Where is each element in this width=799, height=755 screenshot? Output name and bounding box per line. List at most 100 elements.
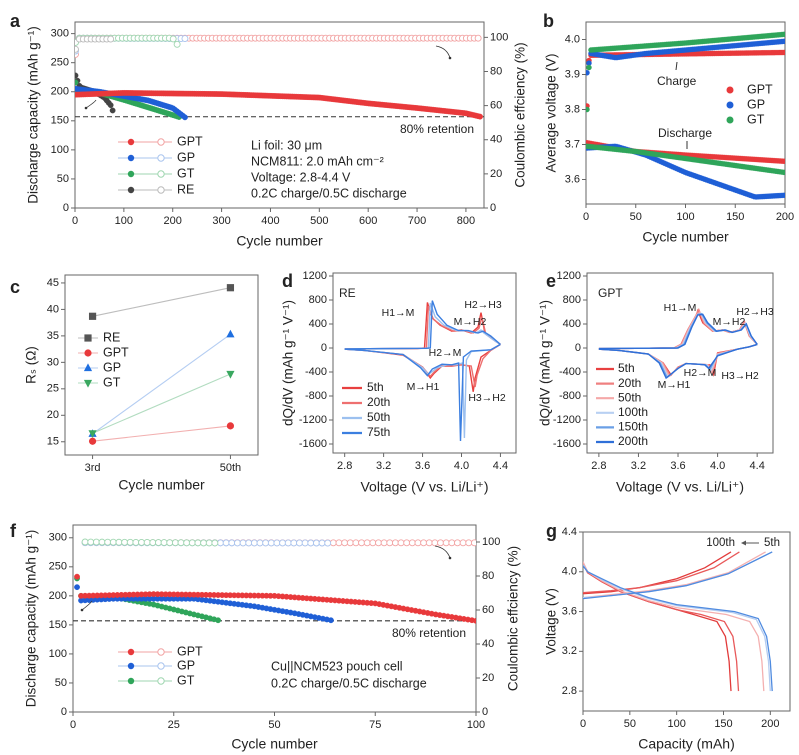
ce-point-GT	[169, 35, 177, 43]
y-tick-label: 3.2	[562, 645, 577, 657]
legend-label-GPT: GPT	[103, 345, 129, 359]
y2-tick-label: 60	[482, 604, 494, 616]
ce-point-GT	[104, 538, 112, 546]
ce-point-GT	[211, 539, 219, 547]
y-tick-label: 100	[51, 144, 69, 156]
ce-point-GPT	[352, 539, 360, 547]
capacity-point-RE	[109, 107, 116, 114]
ce-point-GPT	[437, 539, 444, 547]
legend-marker-GT	[726, 116, 734, 124]
plot-area	[583, 551, 773, 692]
ce-point-GPT	[386, 539, 394, 547]
panel-g: g 0 50 100 150 200 2.8 3.2 3.6 4.0 4.4 Capacity (mA…	[544, 521, 791, 752]
x-tick-label: 4.4	[750, 460, 765, 472]
panel-letter: a	[10, 11, 21, 31]
arrow-head-icon	[80, 608, 84, 612]
charge-curve-75th	[344, 300, 501, 350]
ce-point-GPT	[403, 539, 411, 547]
panel-e: e 2.8 3.2 3.6 4.0 4.4 -1600 -1200 -800 -400 0 400 80…	[538, 270, 774, 495]
ce-point-GPT	[329, 539, 337, 547]
x-tick-label: 500	[310, 215, 328, 227]
y-tick-label: 40	[47, 303, 59, 315]
legend-label-RE: RE	[177, 182, 194, 196]
axis-arrow-icon	[81, 600, 93, 611]
ce-point-GP	[312, 539, 320, 547]
legend-label-GP: GP	[177, 150, 195, 164]
y-tick-label: 300	[49, 532, 67, 544]
y-tick-label: -400	[305, 366, 327, 378]
ce-point-GP	[296, 539, 303, 547]
capacity-point-GP	[328, 617, 334, 624]
legend-marker-GP	[726, 101, 734, 109]
ce-point-GP	[245, 539, 253, 547]
ce-point-GP	[318, 539, 326, 547]
y-tick-label: -800	[305, 390, 327, 402]
legend-label-GPT: GPT	[177, 644, 203, 658]
x-axis-label: Voltage (V vs. Li/Li⁺)	[616, 479, 744, 495]
y2-axis-label: Coulombic effciency (%)	[506, 546, 521, 691]
ce-point-GPT	[408, 539, 416, 547]
ce-point-GP	[301, 539, 309, 547]
y-tick-label: -800	[559, 390, 581, 402]
y-tick-label: 50	[55, 677, 67, 689]
plot-frame	[74, 21, 485, 209]
ce-point-GP	[262, 539, 270, 547]
discharge-curve-1	[583, 563, 740, 692]
y-tick-label: 3.8	[565, 103, 580, 115]
reference-line-label: 80% retention	[392, 626, 466, 640]
y-tick-label: -1600	[299, 438, 327, 450]
ce-point-GT	[160, 539, 168, 547]
legend-marker-GPT	[84, 349, 92, 357]
ce-point-GPT	[470, 539, 476, 547]
annotation-text: Li foil: 30 μm	[251, 138, 322, 152]
y-tick-label: 20	[47, 409, 59, 421]
y-tick-label: 250	[51, 57, 69, 69]
x-axis-label: Cycle number	[236, 233, 323, 249]
ce-point-GPT	[425, 539, 433, 547]
x-tick-label: 400	[261, 215, 279, 227]
ce-point-GP	[228, 539, 236, 547]
x-tick-label: 600	[359, 215, 377, 227]
ce-point-GP	[222, 539, 230, 547]
y-tick-label: -400	[559, 366, 581, 378]
series-line-GPT	[92, 425, 231, 442]
x-tick-label: 4.0	[454, 460, 469, 472]
discharge-point-GP	[781, 192, 785, 199]
charge-point-GT	[586, 64, 592, 71]
y2-axis-label: Coulombic effciency (%)	[513, 42, 528, 187]
panel-title: GPT	[598, 286, 623, 300]
y-tick-label: 1200	[303, 270, 327, 282]
y-tick-label: 50	[57, 173, 69, 185]
legend-label-RE: RE	[103, 330, 120, 344]
annotation-text: Voltage: 2.8-4.4 V	[251, 170, 351, 184]
ce-point-GT	[205, 539, 213, 547]
ce-point-GPT	[459, 539, 467, 547]
annotation-text: 0.2C charge/0.5C discharge	[271, 676, 427, 690]
capacity-point-RE	[75, 72, 79, 79]
charge-curve-0	[583, 551, 732, 595]
charge-curve-4	[583, 551, 773, 600]
legend-marker-GT	[83, 379, 93, 388]
legend-marker-filled-GPT	[127, 138, 135, 146]
y2-tick-label: 20	[490, 168, 502, 180]
y-tick-label: 0	[63, 202, 69, 214]
series-line-GT	[92, 373, 231, 434]
y-tick-label: 0	[575, 342, 581, 354]
arrow-head-icon	[84, 106, 88, 110]
ce-point-GPT	[420, 539, 428, 547]
phase-transition-label: H2→M	[429, 347, 462, 359]
panel-f: f0 25 50 75 10005010015020025030002040608010…	[10, 521, 521, 752]
plot-area	[88, 284, 235, 445]
ce-point-GP	[239, 539, 247, 547]
annotation-text: NCM811: 2.0 mAh cm⁻²	[251, 154, 384, 168]
plot-area	[598, 307, 758, 380]
x-tick-label: 0	[70, 719, 76, 731]
data-point-GT	[88, 430, 97, 438]
legend-marker-open-GPT	[157, 138, 165, 146]
y-axis-label: Average voltage (V)	[544, 53, 559, 172]
phase-transition-label: M→H1	[658, 379, 691, 391]
y-tick-label: 200	[49, 590, 67, 602]
panel-title: RE	[339, 286, 356, 300]
ce-point-GT	[188, 539, 196, 547]
ce-point-RE	[75, 45, 79, 53]
